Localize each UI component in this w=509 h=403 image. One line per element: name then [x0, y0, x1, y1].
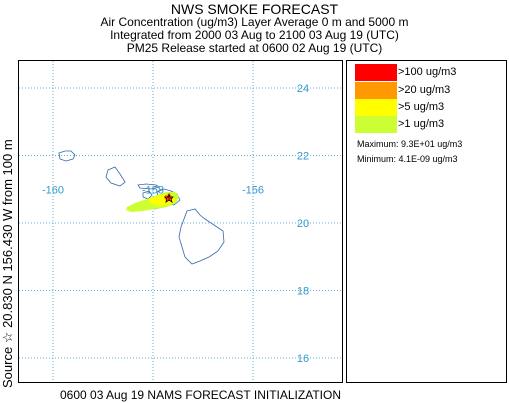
legend-swatch	[355, 82, 397, 99]
legend-label: >1 ug/m3	[398, 118, 445, 130]
legend-label: >5 ug/m3	[398, 101, 445, 113]
island-kauai	[58, 150, 76, 162]
legend-swatch	[355, 116, 397, 133]
island-oahu	[105, 166, 126, 187]
lon-tick-label: -160	[42, 184, 64, 196]
source-star-icon	[164, 192, 174, 203]
lon-tick-label: -154	[342, 184, 343, 196]
forecast-initialization: 0600 03 Aug 19 NAMS FORECAST INITIALIZAT…	[60, 388, 341, 402]
island-lanai	[142, 190, 153, 200]
legend-swatch	[355, 64, 397, 81]
smoke-plume	[126, 192, 179, 212]
tick-labels: -160-158-156-154-1522422201816	[42, 83, 343, 365]
legend-label: >100 ug/m3	[398, 66, 457, 78]
legend-item: >20 ug/m3	[355, 82, 505, 99]
island-hawaii	[178, 208, 225, 265]
legend-item: >100 ug/m3	[355, 64, 505, 81]
map-plot: -160-158-156-154-1522422201816	[19, 61, 343, 382]
lat-tick-label: 24	[297, 83, 309, 95]
lat-tick-label: 20	[297, 218, 309, 230]
map-panel: -160-158-156-154-1522422201816	[18, 60, 343, 383]
lat-tick-label: 16	[297, 353, 309, 365]
legend-swatch	[355, 99, 397, 116]
source-side-text: Source ☆ 20.830 N 156.430 W from 100 m	[0, 139, 15, 388]
legend-item: >1 ug/m3	[355, 116, 505, 133]
lat-tick-label: 18	[297, 286, 309, 298]
max-concentration: Maximum: 9.3E+01 ug/m3	[357, 139, 463, 149]
legend-item: >5 ug/m3	[355, 99, 505, 116]
lat-tick-label: 22	[297, 151, 309, 163]
grid-lines	[19, 61, 342, 382]
lon-tick-label: -156	[242, 184, 264, 196]
integration-subtitle: Integrated from 2000 03 Aug to 2100 03 A…	[110, 28, 399, 42]
min-concentration: Minimum: 4.1E-09 ug/m3	[357, 154, 458, 164]
chart-title: NWS SMOKE FORECAST	[170, 1, 339, 17]
legend-label: >20 ug/m3	[398, 84, 451, 96]
release-subtitle: PM25 Release started at 0600 02 Aug 19 (…	[126, 41, 383, 55]
legend-panel: >100 ug/m3 >20 ug/m3 >5 ug/m3 >1 ug/m3 M…	[346, 60, 507, 383]
island-molokai	[137, 183, 160, 190]
concentration-subtitle: Air Concentration (ug/m3) Layer Average …	[100, 15, 409, 29]
